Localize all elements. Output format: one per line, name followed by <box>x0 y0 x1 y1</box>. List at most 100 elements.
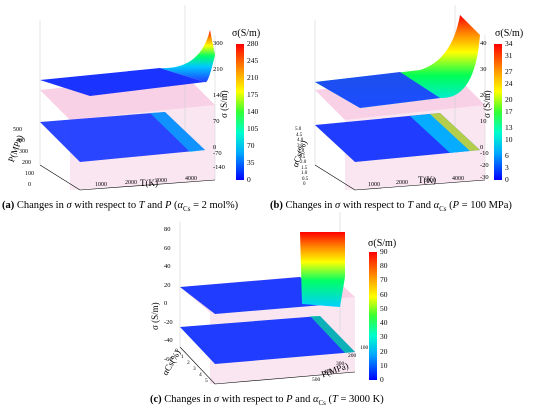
x-tick-label: 4000 <box>185 176 197 182</box>
y-tick-label: 5.0 <box>295 127 302 132</box>
colorbar-title-c: σ(S/m) <box>368 238 397 249</box>
colorbar-tick: 35 <box>247 158 255 167</box>
x-tick-label: 100 <box>360 345 369 351</box>
colorbar-tick: 0 <box>505 175 509 184</box>
colorbar-tick: 0 <box>247 175 251 184</box>
colorbar-tick: 70 <box>380 275 388 285</box>
z-tick-label: -10 <box>480 150 489 157</box>
x-tick-label: 300 <box>336 361 345 367</box>
colorbar-tick: 60 <box>380 289 388 299</box>
x-tick-label: 3000 <box>424 178 436 184</box>
y-tick-label: 3.0 <box>298 149 305 154</box>
colorbar-tick: 10 <box>380 360 388 370</box>
x-tick-label: 2000 <box>396 180 408 186</box>
z-tick-label: 80 <box>164 226 171 233</box>
z-tick-label: -20 <box>480 162 489 169</box>
x-axis-label: T(K) <box>418 175 436 185</box>
colorbar-title-a: σ(S/m) <box>232 28 261 39</box>
y-tick-label: 2.0 <box>300 160 307 165</box>
y-tick-label: 100 <box>25 171 34 177</box>
z-tick-label: 300 <box>213 40 223 47</box>
colorbar-tick: 6 <box>505 151 509 160</box>
z-tick-label: 0 <box>164 300 168 307</box>
z-tick-label: -140 <box>213 164 225 171</box>
z-tick-label: -30 <box>480 174 489 181</box>
colorbar-tick: 175 <box>247 90 259 99</box>
y-tick-label: 2.5 <box>299 154 306 160</box>
colorbar-tick: 30 <box>380 332 388 342</box>
caption-c: (c) Changes in σ with respect to P and α… <box>150 394 384 408</box>
y-tick-label: 200 <box>22 160 31 166</box>
y-tick-label: 1 <box>181 354 184 360</box>
y-tick-label: 4.5 <box>296 132 303 138</box>
z-tick-label: 20 <box>164 281 171 289</box>
colorbar-tick: 31 <box>505 51 513 60</box>
z-tick-label: 0 <box>480 144 484 151</box>
caption-a: (a) Changes in σ with respect to T and P… <box>2 200 239 214</box>
z-tick-label: 60 <box>164 244 171 252</box>
z-tick-label: -20 <box>164 318 173 326</box>
z-tick-label: 140 <box>213 92 223 99</box>
colorbar-tick: 80 <box>380 261 388 271</box>
y-tick-label: 300 <box>19 149 28 155</box>
colorbar-tick: 13 <box>505 123 513 132</box>
colorbar-tick: 280 <box>247 39 259 48</box>
z-axis-label: σ (S/m) <box>150 302 160 330</box>
plot-c <box>179 212 356 385</box>
x-tick-label: 3000 <box>155 178 167 184</box>
z-tick-label: 0 <box>213 144 217 151</box>
z-tick-label: 10 <box>480 118 487 125</box>
y-tick-label: 5 <box>205 378 208 384</box>
colorbar-tick: 0 <box>380 375 384 384</box>
colorbar-tick: 20 <box>380 346 388 356</box>
colorbar-tick: 140 <box>247 107 259 116</box>
x-tick-label: 1000 <box>368 182 380 188</box>
y-tick-label: 400 <box>16 138 25 144</box>
y-tick-label: 3 <box>193 366 196 372</box>
colorbar-tick: 27 <box>505 67 513 76</box>
y-tick-label: 4 <box>199 372 202 378</box>
plot-a <box>39 5 216 191</box>
colorbar-tick: 90 <box>380 247 388 256</box>
y-tick-label: 4.0 <box>297 138 304 143</box>
colorbar-tick: 70 <box>247 141 255 150</box>
colorbar-tick: 24 <box>505 79 513 88</box>
y-tick-label: 0 <box>303 182 306 187</box>
x-tick-label: 400 <box>324 369 333 375</box>
colorbar-tick: 17 <box>505 107 513 116</box>
colorbar-tick: 210 <box>247 73 259 82</box>
y-tick-label: 2 <box>187 360 190 366</box>
colorbar-tick: 3 <box>505 163 509 172</box>
z-tick-label: -40 <box>164 337 173 344</box>
caption-b: (b) Changes in σ with respect to T and α… <box>270 200 512 214</box>
z-tick-label: 40 <box>480 40 487 47</box>
colorbar-tick: 105 <box>247 124 259 133</box>
z-tick-label: -70 <box>213 150 222 157</box>
x-tick-label: 1000 <box>95 182 107 188</box>
colorbar-c <box>369 252 377 380</box>
colorbar-tick: 245 <box>247 56 259 65</box>
colorbar-a <box>236 44 244 180</box>
plot-b <box>314 5 486 191</box>
y-tick-label: 0 <box>28 182 31 188</box>
colorbar-tick: 10 <box>505 135 513 144</box>
colorbar-b <box>494 44 502 180</box>
z-tick-label: 30 <box>480 66 487 73</box>
y-tick-label: 3.5 <box>297 143 304 149</box>
colorbar-tick: 20 <box>505 95 513 104</box>
y-tick-label: 500 <box>13 127 22 133</box>
z-tick-label: 70 <box>213 118 220 125</box>
x-axis-label: T(K) <box>140 178 158 188</box>
x-tick-label: 4000 <box>452 176 464 182</box>
x-tick-label: 2000 <box>125 180 137 186</box>
z-tick-label: -60 <box>164 355 173 363</box>
x-tick-label: 500 <box>312 377 321 383</box>
colorbar-title-b: σ(S/m) <box>495 28 524 39</box>
y-tick-label: 1.5 <box>301 165 308 171</box>
y-tick-label: 0 <box>175 348 178 354</box>
colorbar-tick: 34 <box>505 39 513 48</box>
z-tick-label: 20 <box>480 92 487 99</box>
y-tick-label: 0.5 <box>302 176 309 182</box>
z-tick-label: 40 <box>164 263 171 270</box>
y-tick-label: 1.0 <box>301 171 308 176</box>
